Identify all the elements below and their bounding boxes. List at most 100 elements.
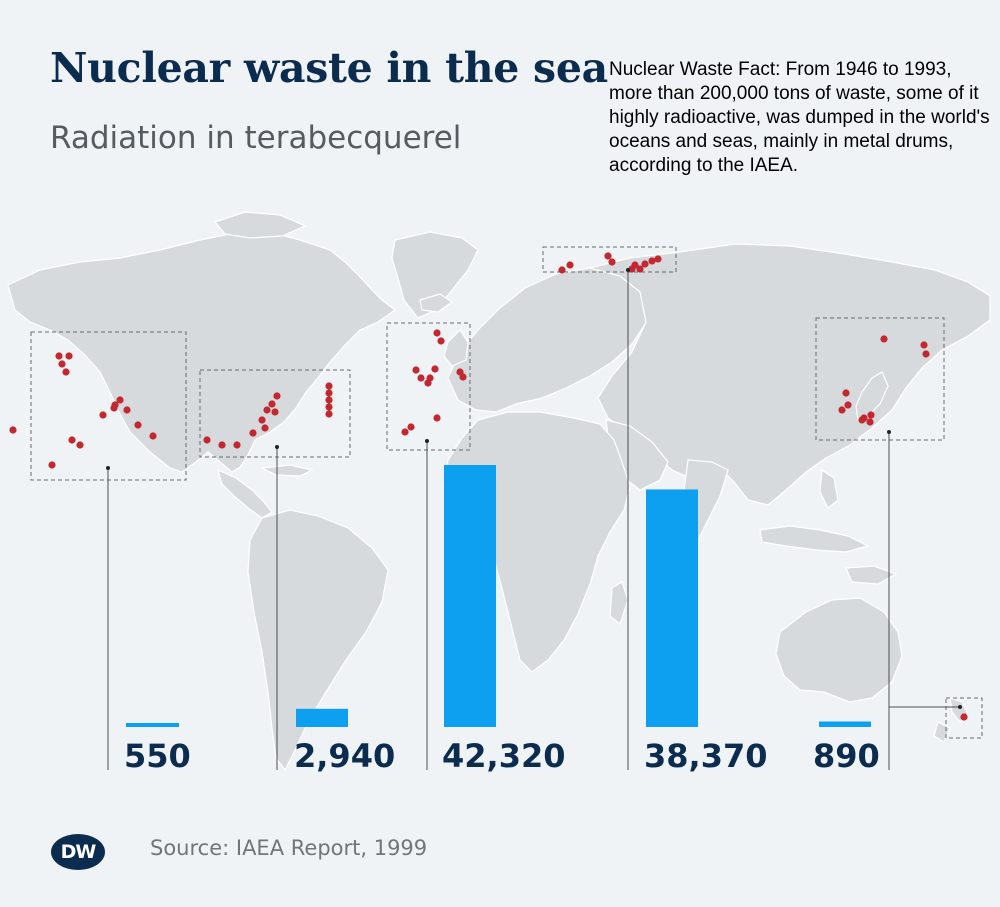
dump-site-dot [123, 406, 131, 414]
fact-note: Nuclear Waste Fact: From 1946 to 1993, m… [609, 59, 990, 176]
map-europe [447, 267, 649, 413]
value-labels: 550 2,940 42,320 38,370 890 [124, 737, 880, 775]
map-asia [587, 243, 991, 506]
dump-site-dot [960, 713, 968, 721]
bar-europe [444, 465, 496, 727]
dump-site-dot [636, 265, 644, 273]
bars [126, 465, 871, 727]
map-arctic-islands [213, 211, 307, 239]
dump-site-dot [922, 350, 930, 358]
map-indonesia [759, 525, 870, 553]
dump-site-dot [433, 414, 441, 422]
dump-site-dot [110, 404, 118, 412]
dump-site-dot [65, 352, 73, 360]
dump-site-dot [62, 368, 70, 376]
dump-site-dot [116, 396, 124, 404]
dump-site-dot [76, 441, 84, 449]
chart-title: Nuclear waste in the sea [50, 44, 608, 92]
dump-site-dot [325, 403, 333, 411]
map-central-america [217, 468, 273, 519]
leader-dot-arctic [626, 268, 630, 272]
dump-site-dot [604, 252, 612, 260]
dump-site-dot [433, 329, 441, 337]
dump-site-dot [58, 360, 66, 368]
map-madagascar [609, 581, 629, 626]
dump-site-dot [880, 335, 888, 343]
dump-site-dot [134, 421, 142, 429]
dump-site-dot [68, 436, 76, 444]
dump-site-dot [325, 382, 333, 390]
leader-dot-pacific-na [106, 466, 110, 470]
dump-site-dot [258, 416, 266, 424]
dump-site-dot [920, 341, 928, 349]
dump-site-dot [437, 337, 445, 345]
dump-site-dot [842, 389, 850, 397]
value-label-asia: 890 [813, 737, 880, 775]
value-label-pacific-na: 550 [124, 737, 191, 775]
region-box-arctic [542, 246, 677, 273]
map-australia [775, 597, 903, 703]
dump-site-dot [218, 441, 226, 449]
map-japan [855, 371, 889, 421]
dump-site-dot [149, 432, 157, 440]
dump-site-dot [424, 379, 432, 387]
map-new-zealand-south [933, 721, 951, 743]
dump-site-dot [459, 373, 467, 381]
leader-dot-asia [887, 430, 891, 434]
dump-site-dot [407, 423, 415, 431]
leader-endpoints [106, 268, 962, 709]
dump-site-dot [99, 411, 107, 419]
dump-site-dot [325, 396, 333, 404]
leader-dot-nz [958, 705, 962, 709]
map-south-america [247, 509, 389, 772]
dump-site-dot [48, 461, 56, 469]
dump-site-dot [249, 429, 257, 437]
region-box-asia [815, 317, 945, 441]
dump-site-dot [273, 392, 281, 400]
value-label-arctic: 38,370 [644, 737, 767, 775]
dump-site-dot [858, 416, 866, 424]
region-box-nz [945, 697, 983, 739]
dump-site-dot [233, 441, 241, 449]
map-iceland [419, 293, 454, 313]
dump-site-dot [641, 260, 649, 268]
leader-lines [107, 270, 960, 770]
dump-site-dot [654, 255, 662, 263]
dump-site-dot [866, 418, 874, 426]
dump-site-dot [325, 410, 333, 418]
leader-dot-europe [425, 439, 429, 443]
dump-site-dot [412, 366, 420, 374]
value-label-atlantic-na: 2,940 [294, 737, 395, 775]
bar-arctic [646, 489, 698, 727]
dump-site-dot [566, 261, 574, 269]
map-new-guinea [845, 565, 898, 585]
dump-site-dot [268, 400, 276, 408]
value-label-europe: 42,320 [442, 737, 565, 775]
dump-site-dot [203, 436, 211, 444]
dump-site-dot [261, 424, 269, 432]
dump-site-dot [401, 428, 409, 436]
leader-dot-atlantic-na [275, 445, 279, 449]
dump-site-dots [9, 252, 968, 721]
dump-site-dot [325, 389, 333, 397]
dump-site-dot [9, 426, 17, 434]
source-note: Source: IAEA Report, 1999 [150, 836, 428, 860]
dump-site-dot [844, 401, 852, 409]
dump-site-dot [608, 258, 616, 266]
dw-logo: DW [51, 834, 105, 870]
chart-subtitle: Radiation in terabecquerel [50, 120, 462, 156]
bar-asia [819, 721, 871, 727]
dump-site-dot [55, 352, 63, 360]
dump-site-dot [558, 266, 566, 274]
dump-site-dot [867, 411, 875, 419]
region-box-atlantic-na [199, 369, 351, 458]
dump-site-dot [271, 408, 279, 416]
dump-site-dot [431, 365, 439, 373]
map-north-america [7, 231, 397, 473]
bar-pacific-na [126, 723, 179, 727]
map-british-isles [443, 329, 469, 367]
map-caribbean [259, 464, 314, 477]
dump-site-dot [263, 406, 271, 414]
world-map [7, 211, 991, 772]
